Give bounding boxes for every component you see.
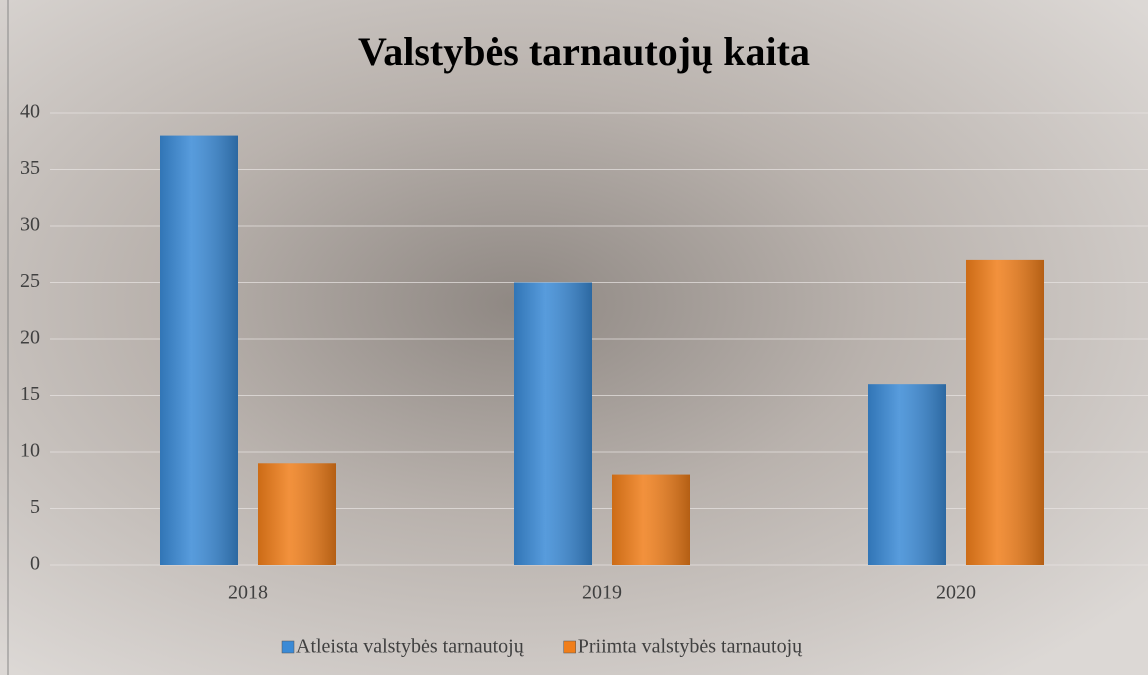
y-tick-label: 0 [30,553,40,575]
legend-label: Atleista valstybės tarnautojų [296,636,525,658]
y-tick-label: 15 [20,383,40,405]
y-tick-label: 5 [30,496,40,518]
x-tick-label: 2019 [582,582,622,604]
bar [160,135,238,565]
legend-swatch [281,640,295,654]
bar [868,384,946,565]
bar [258,463,336,565]
x-tick-label: 2020 [936,582,976,604]
y-tick-label: 40 [20,101,40,123]
y-tick-label: 20 [20,327,40,349]
legend-label: Priimta valstybės tarnautojų [578,636,803,658]
bar [612,474,690,565]
bar [514,282,592,565]
legend-swatch [563,640,576,654]
y-tick-label: 30 [20,214,40,236]
y-tick-label: 10 [20,440,40,462]
chart-title: Valstybės tarnautojų kaita [358,29,810,74]
x-tick-label: 2018 [228,582,268,604]
y-tick-label: 35 [20,157,40,179]
y-tick-label: 25 [20,270,40,292]
bar [966,259,1044,565]
